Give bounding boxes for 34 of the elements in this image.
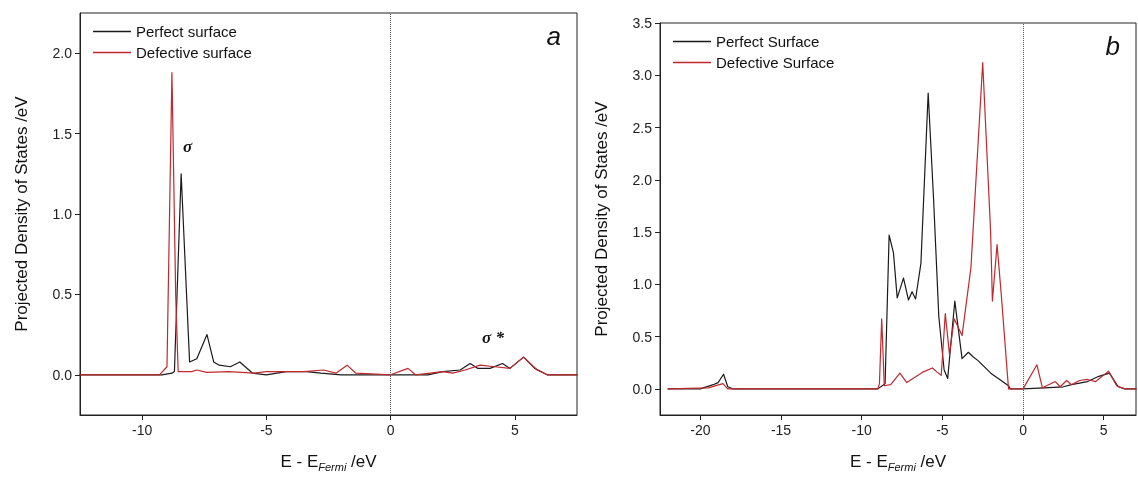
y-tick-label: 1.0 (632, 276, 653, 293)
y-tick-label: 2.5 (632, 119, 653, 136)
y-tick-label: 2.0 (52, 45, 73, 62)
y-tick-label: 1.5 (632, 224, 653, 241)
y-tick-label: 0.0 (632, 380, 653, 397)
legend-label: Perfect Surface (716, 33, 820, 50)
x-tick-label: -5 (936, 422, 949, 438)
x-tick-label: -5 (260, 422, 273, 438)
x-tick-label: 5 (510, 422, 519, 438)
x-tick-label: -20 (690, 422, 711, 438)
annotation: σ * (482, 328, 505, 347)
y-axis-title: Projected Density of States /eV (592, 100, 611, 337)
annotation: b (1105, 31, 1121, 61)
line-series (79, 71, 578, 376)
legend-label: Defective Surface (716, 54, 835, 71)
legend-label: Defective surface (136, 44, 252, 61)
y-tick-label: 0.5 (52, 286, 73, 303)
legend-label: Perfect surface (136, 23, 237, 40)
x-tick-label: -10 (851, 422, 873, 438)
x-tick-label: 0 (386, 422, 395, 438)
annotation: a (546, 21, 562, 51)
y-tick-label: 1.0 (52, 206, 73, 222)
x-tick-label: 5 (1099, 422, 1108, 438)
annotation: σ (183, 137, 193, 156)
x-tick-label: 0 (1019, 422, 1028, 438)
y-tick-label: 3.5 (632, 15, 653, 31)
x-tick-label: -10 (132, 422, 153, 438)
y-tick-label: 0.5 (632, 328, 653, 345)
y-axis-title: Projected Density of States /eV (12, 95, 31, 332)
x-tick-label: -15 (770, 422, 792, 438)
y-tick-label: 3.0 (632, 67, 653, 84)
y-tick-label: 0.0 (52, 366, 73, 383)
y-tick-label: 1.5 (52, 125, 73, 142)
y-tick-label: 2.0 (632, 171, 653, 188)
